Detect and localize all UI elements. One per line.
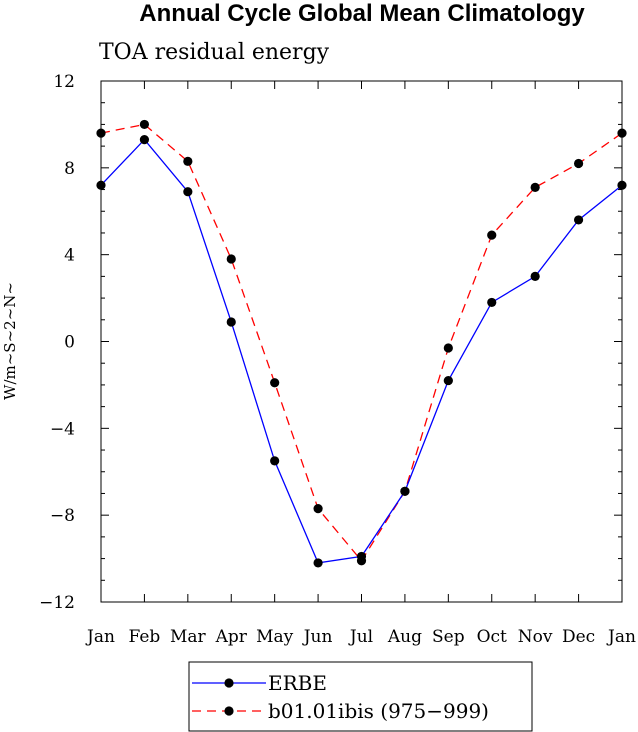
x-tick-label: Mar (170, 627, 207, 647)
data-point (443, 343, 453, 353)
data-point (617, 128, 627, 138)
y-axis: −12 −8 −4 0 4 8 12 (39, 72, 622, 613)
x-tick-label: Nov (518, 627, 553, 647)
x-tick-label: May (256, 627, 294, 647)
y-tick-label: 12 (53, 72, 75, 92)
x-tick-label: Jun (302, 627, 333, 647)
series-line (100, 138, 623, 564)
x-tick-label: Feb (129, 627, 161, 647)
data-point (96, 180, 106, 190)
x-tick-label: Oct (477, 627, 507, 647)
data-point (226, 317, 236, 327)
y-tick-label: −4 (50, 419, 75, 439)
data-point (183, 156, 193, 166)
legend-label: b01.01ibis (975−999) (268, 699, 489, 723)
x-tick-label: Jan (85, 627, 115, 647)
data-point (530, 182, 540, 192)
data-point (443, 375, 453, 386)
x-tick-label: Apr (215, 627, 248, 647)
x-axis: Jan Feb Mar Apr May Jun Jul Aug Sep Oct Nov Dec Jan (85, 81, 636, 647)
data-point (573, 158, 584, 169)
data-point (96, 128, 106, 138)
data-point (313, 504, 323, 514)
y-tick-label: −8 (50, 506, 75, 526)
data-point (573, 215, 584, 225)
data-point (139, 135, 150, 145)
x-tick-label: Aug (387, 627, 422, 647)
x-tick-label: Sep (432, 627, 465, 647)
data-point (270, 378, 280, 388)
x-tick-label: Dec (562, 627, 595, 647)
x-tick-label: Jan (606, 627, 636, 647)
data-point (487, 297, 497, 308)
legend-box (188, 661, 533, 732)
x-tick-label: Jul (348, 627, 373, 647)
data-point (270, 456, 280, 466)
y-tick-label: 8 (64, 159, 75, 179)
series-line (100, 123, 623, 562)
data-point (313, 558, 323, 568)
y-tick-label: 4 (64, 246, 75, 266)
plot-frame (100, 80, 623, 603)
data-point (139, 119, 150, 130)
data-point (356, 551, 367, 562)
legend: ERBE b01.01ibis (975−999) (192, 671, 489, 723)
data-point (183, 187, 193, 197)
legend-label: ERBE (268, 671, 327, 695)
chart-subtitle: TOA residual energy (99, 40, 330, 65)
data-point (617, 180, 627, 190)
data-point (487, 230, 497, 240)
chart-title: Annual Cycle Global Mean Climatology (139, 0, 585, 27)
y-tick-label: 0 (64, 333, 75, 353)
y-tick-label: −12 (39, 593, 75, 613)
legend-marker (224, 706, 234, 716)
data-point (530, 271, 540, 281)
series-layer (96, 119, 627, 568)
data-point (226, 254, 236, 264)
y-axis-label: W/m~S~2~N~ (1, 282, 19, 400)
legend-marker (224, 678, 234, 688)
data-point (400, 486, 410, 496)
